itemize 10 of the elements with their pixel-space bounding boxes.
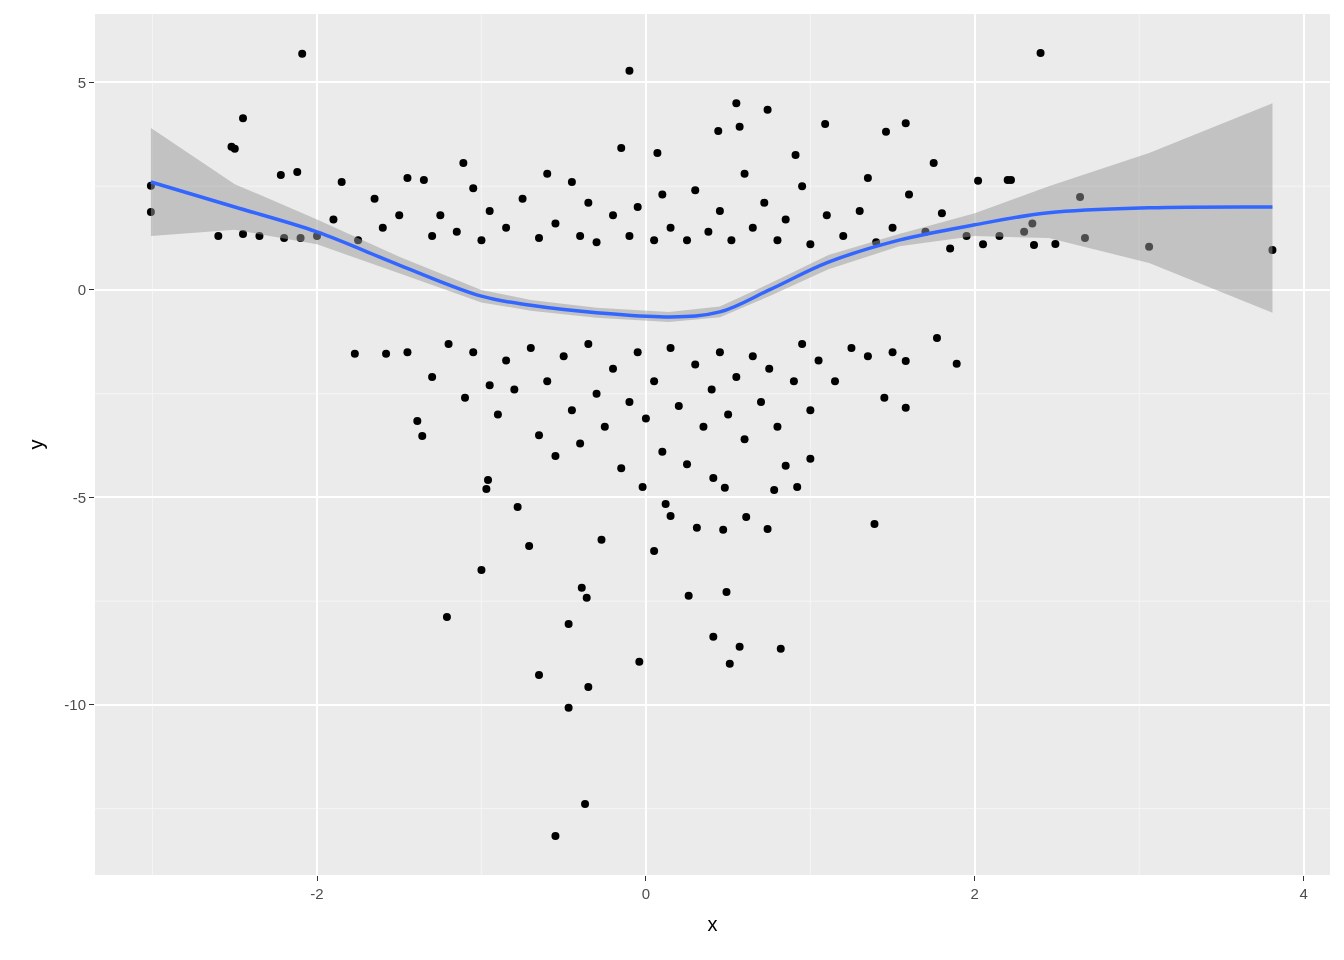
x-tick-label: 0 <box>641 885 651 902</box>
y-tick-label: -5 <box>72 488 86 506</box>
x-tick-label: 4 <box>1299 885 1308 902</box>
y-tick-label: -10 <box>64 696 86 714</box>
x-tick-label: -2 <box>310 885 324 902</box>
y-tick-label: 5 <box>77 73 86 91</box>
x-axis-title: x <box>707 912 718 935</box>
x-tick-label: 2 <box>970 885 979 902</box>
y-axis-title: y <box>24 439 47 450</box>
y-tick-label: 0 <box>77 281 86 299</box>
